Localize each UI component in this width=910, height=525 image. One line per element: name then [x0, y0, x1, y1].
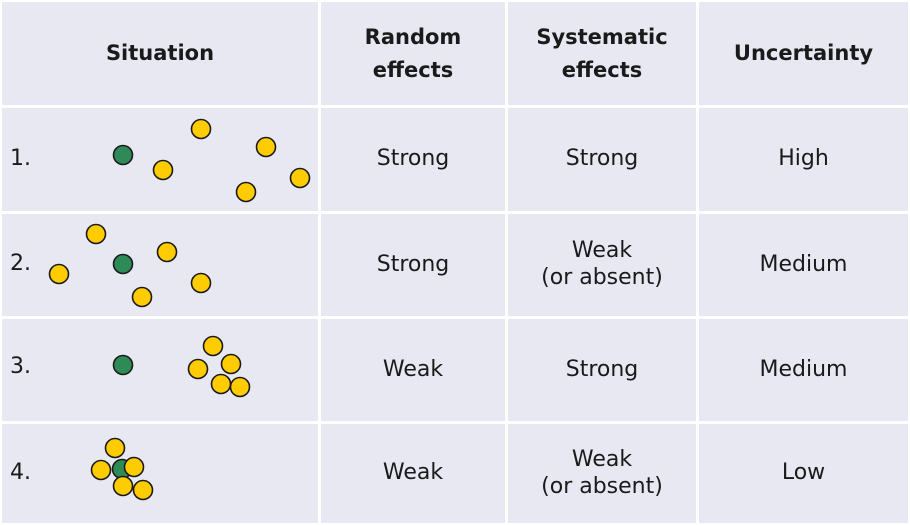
row-4-uncertainty-value: Low	[781, 460, 826, 486]
row-1-random-value: Strong	[376, 146, 450, 172]
row-4-dots	[90, 437, 154, 501]
row-2-systematic-line1: Weak	[571, 238, 633, 264]
header-systematic-effects: Systematic effects	[508, 2, 696, 105]
row-2-uncertainty: Medium	[699, 214, 908, 316]
row-4-random: Weak	[321, 424, 505, 523]
row-2-number: 2.	[10, 251, 31, 276]
row-3-dots	[112, 335, 251, 398]
row-2-systematic-line2: (or absent)	[541, 265, 663, 290]
measurement-dot	[255, 136, 277, 158]
row-4-systematic-line2: (or absent)	[541, 473, 663, 499]
measurement-dot	[104, 437, 126, 459]
measurement-dot	[112, 475, 134, 497]
row-4-random-value: Weak	[382, 460, 444, 486]
measurement-dot	[85, 223, 107, 245]
row-1-uncertainty-value: High	[778, 146, 829, 172]
measurement-dot	[152, 159, 174, 181]
measurement-dot	[235, 181, 257, 203]
row-3-situation	[2, 319, 318, 421]
measurement-dot	[220, 353, 242, 375]
true-value-dot	[112, 144, 134, 166]
header-situation: Situation	[2, 2, 318, 105]
row-3-uncertainty-value: Medium	[759, 356, 848, 382]
row-1-uncertainty: High	[699, 108, 908, 211]
row-2-random: Strong	[321, 214, 505, 316]
measurement-dot	[156, 241, 178, 263]
row-2-dots	[48, 223, 212, 308]
true-value-dot	[112, 253, 134, 275]
row-3-systematic-value: Strong	[565, 356, 639, 382]
row-4-situation	[2, 424, 318, 523]
row-1-dots	[112, 118, 311, 203]
measurement-dot	[132, 479, 154, 501]
measurement-dot	[190, 272, 212, 294]
header-systematic-line1: Systematic	[536, 24, 668, 49]
measurement-dot	[123, 456, 145, 478]
row-3-number: 3.	[10, 354, 31, 379]
row-2-systematic: Weak (or absent)	[508, 214, 696, 316]
row-3-random-value: Weak	[382, 356, 444, 382]
row-4-uncertainty: Low	[699, 424, 908, 523]
header-uncertainty-label: Uncertainty	[733, 41, 874, 66]
row-1-number: 1.	[10, 146, 31, 171]
header-systematic-line2: effects	[561, 57, 643, 82]
row-3-uncertainty: Medium	[699, 319, 908, 421]
measurement-dot	[202, 335, 224, 357]
header-random-line2: effects	[372, 57, 454, 82]
row-2-uncertainty-value: Medium	[759, 251, 848, 277]
row-1-situation	[2, 108, 318, 211]
row-3-systematic: Strong	[508, 319, 696, 421]
row-4-systematic: Weak (or absent)	[508, 424, 696, 523]
row-1-systematic-value: Strong	[565, 146, 639, 172]
true-value-dot	[112, 354, 134, 376]
measurement-dot	[187, 358, 209, 380]
header-random-effects: Random effects	[321, 2, 505, 105]
row-3-random: Weak	[321, 319, 505, 421]
header-random-line1: Random	[364, 24, 462, 49]
row-2-random-value: Strong	[376, 251, 450, 277]
row-4-systematic-line1: Weak	[571, 446, 633, 472]
row-4-number: 4.	[10, 460, 31, 485]
row-1-systematic: Strong	[508, 108, 696, 211]
row-1-random: Strong	[321, 108, 505, 211]
measurement-dot	[210, 373, 232, 395]
header-uncertainty: Uncertainty	[699, 2, 908, 105]
measurement-dot	[229, 376, 251, 398]
header-situation-label: Situation	[105, 41, 215, 66]
measurement-dot	[289, 167, 311, 189]
measurement-dot	[190, 118, 212, 140]
measurement-dot	[48, 263, 70, 285]
measurement-dot	[131, 286, 153, 308]
measurement-dot	[90, 459, 112, 481]
